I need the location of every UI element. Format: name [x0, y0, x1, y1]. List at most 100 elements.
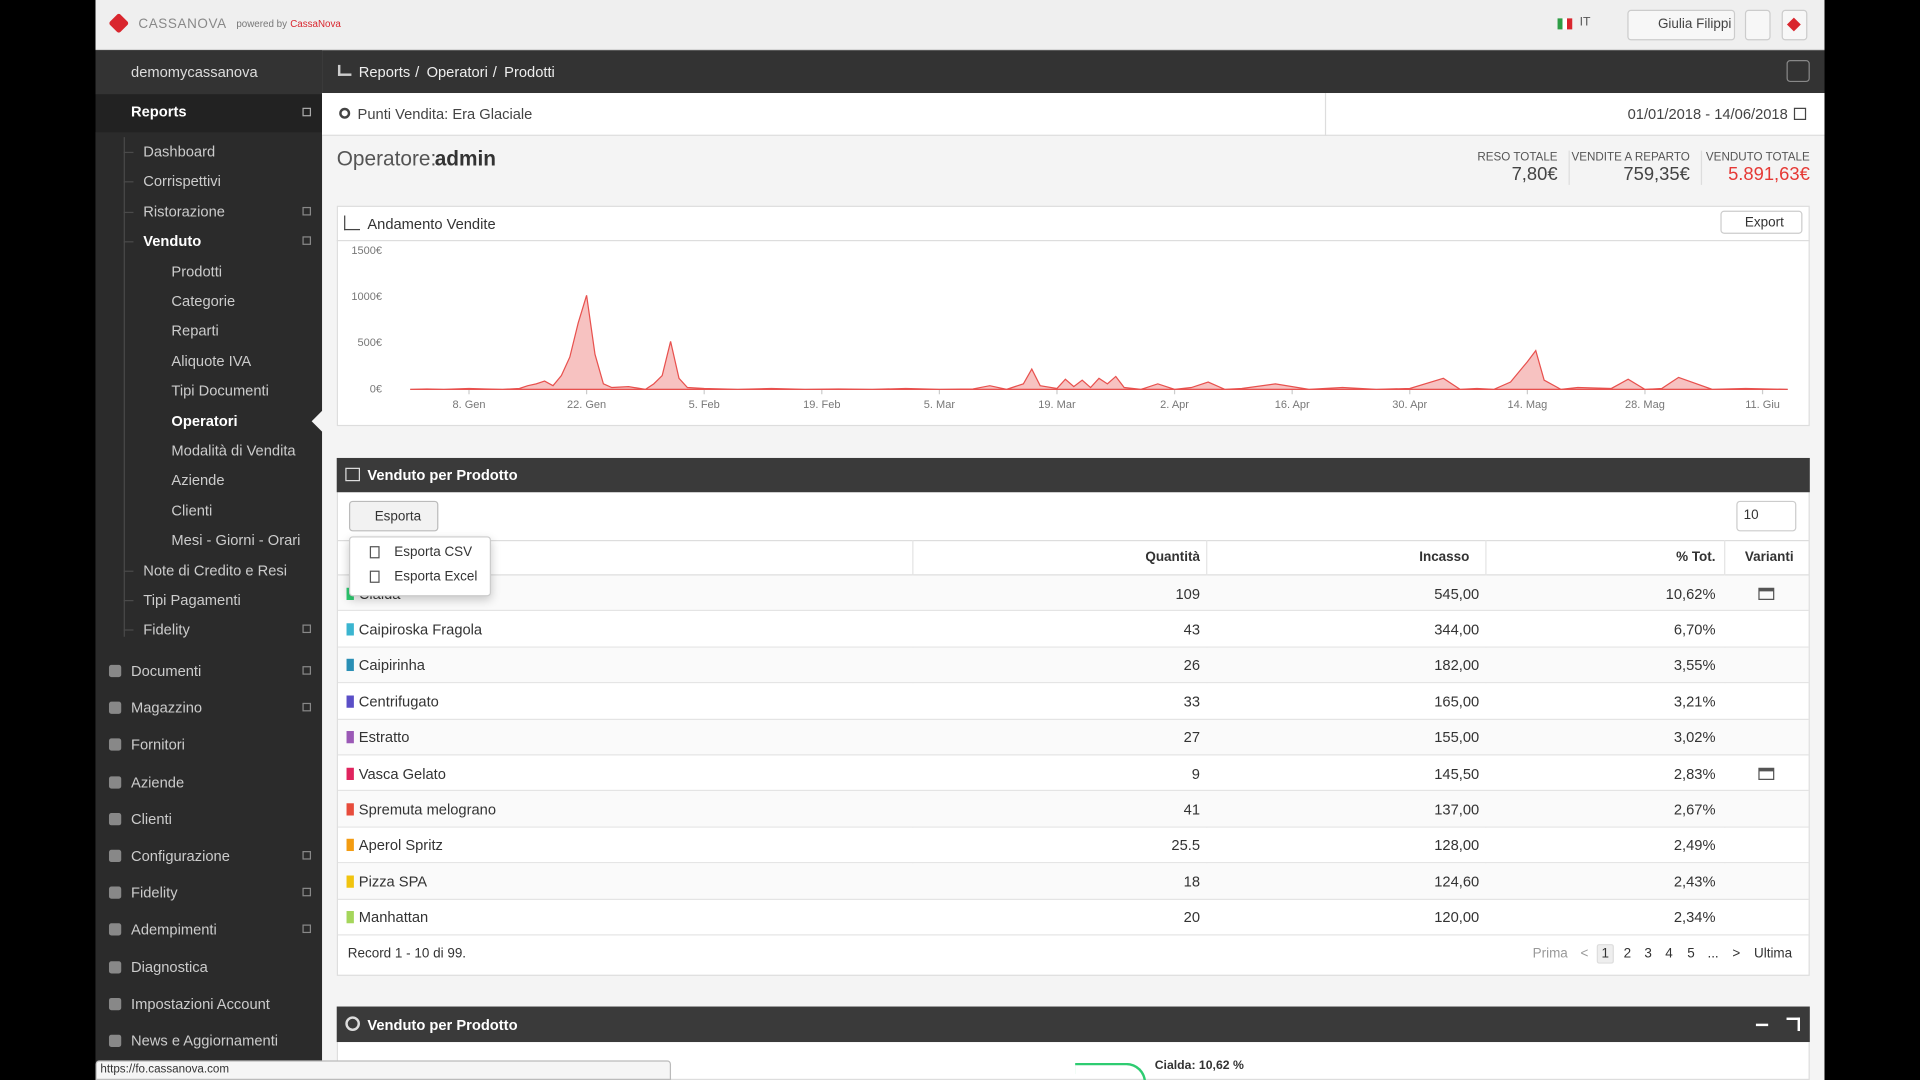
revenue: 145,50	[1434, 764, 1480, 782]
total-label: VENDITE A REPARTO	[1571, 150, 1690, 165]
x-tick-label: 5. Feb	[689, 399, 720, 411]
page-link[interactable]: Prima	[1532, 946, 1568, 962]
sidebar-link[interactable]: Fornitori	[131, 736, 185, 754]
total-value: 5.891,63€	[1728, 164, 1810, 185]
percentage: 3,02%	[1673, 728, 1716, 746]
menu-icon	[108, 997, 122, 1010]
x-tick-label: 28. Mag	[1625, 399, 1665, 411]
sidebar-link[interactable]: Dashboard	[143, 143, 216, 161]
export-option[interactable]: Esporta Excel	[394, 569, 478, 585]
x-tick-label: 14. Mag	[1507, 399, 1547, 411]
esporta-button[interactable]	[348, 500, 439, 532]
page-link[interactable]: ...	[1707, 946, 1719, 962]
sidebar-link[interactable]: Aziende	[171, 471, 225, 490]
sidebar-link[interactable]: Impostazioni Account	[131, 995, 270, 1013]
sidebar-link[interactable]: Aliquote IVA	[171, 352, 252, 370]
page-link[interactable]: Ultima	[1753, 946, 1793, 962]
sidebar-link[interactable]: Reparti	[171, 322, 219, 340]
page-link[interactable]: >	[1732, 946, 1741, 962]
sidebar-link[interactable]: Categorie	[171, 292, 236, 310]
sidebar-link[interactable]: Fidelity	[143, 621, 190, 639]
quantity: 41	[1183, 800, 1200, 818]
user-button[interactable]	[1627, 9, 1736, 41]
column-header[interactable]: Quantità	[1145, 549, 1200, 565]
sidebar-link[interactable]: Aziende	[131, 773, 185, 791]
breadcrumb-item[interactable]: Operatori	[426, 63, 488, 81]
breadcrumb-item[interactable]: Prodotti	[504, 63, 555, 81]
column-header[interactable]: % Tot.	[1676, 549, 1716, 565]
menu-icon	[108, 923, 122, 936]
product-name: Spremuta melograno	[358, 800, 496, 818]
sidebar-link[interactable]: Prodotti	[171, 262, 223, 280]
page-link[interactable]: 3	[1644, 946, 1652, 962]
revenue: 182,00	[1434, 656, 1480, 674]
current-page	[1596, 944, 1614, 964]
page-size-select[interactable]	[1736, 500, 1797, 532]
sidebar-link[interactable]: Diagnostica	[131, 958, 208, 976]
table-row	[337, 575, 1809, 612]
product-name: Aperol Spritz	[358, 836, 443, 854]
variants-icon[interactable]	[1758, 587, 1775, 600]
sidebar-link[interactable]: Corrispettivi	[143, 173, 221, 191]
sidebar-link[interactable]: Modalità di Vendita	[171, 442, 296, 460]
table-row	[337, 611, 1809, 648]
x-tick-label: 16. Apr	[1275, 399, 1310, 411]
sidebar-link[interactable]: Clienti	[171, 501, 213, 519]
language[interactable]: IT	[1579, 15, 1591, 30]
export-label[interactable]: Export	[1744, 215, 1784, 231]
table-row	[337, 755, 1809, 792]
total-label: VENDUTO TOTALE	[1705, 150, 1810, 165]
expand-button[interactable]	[1786, 1017, 1800, 1032]
sidebar-link[interactable]: Clienti	[131, 810, 172, 828]
expand-icon	[302, 703, 312, 712]
product-name: Vasca Gelato	[358, 764, 446, 782]
pie-header-bar	[336, 1006, 1810, 1043]
sidebar-link[interactable]: Mesi - Giorni - Orari	[171, 531, 301, 549]
page-link[interactable]: 5	[1687, 946, 1695, 962]
sidebar-link[interactable]: Note di Credito e Resi	[143, 561, 288, 579]
esporta-label[interactable]: Esporta	[374, 509, 422, 525]
sidebar	[95, 50, 323, 1080]
sidebar-link[interactable]: Configurazione	[131, 847, 230, 865]
refresh-button[interactable]	[1786, 60, 1810, 83]
breadcrumb-separator: /	[492, 63, 497, 81]
sidebar-link[interactable]: Operatori	[171, 412, 238, 430]
sidebar-link[interactable]: Adempimenti	[131, 921, 217, 939]
sidebar-link[interactable]: Tipi Documenti	[171, 382, 269, 400]
sidebar-link[interactable]: Documenti	[131, 662, 202, 680]
percentage: 6,70%	[1673, 620, 1716, 638]
tree-branch	[123, 600, 134, 602]
export-option[interactable]: Esporta CSV	[394, 544, 473, 560]
page-link[interactable]: 1	[1601, 946, 1610, 962]
sidebar-link[interactable]: Ristorazione	[143, 203, 225, 221]
menu-icon	[108, 886, 122, 900]
breadcrumb-item[interactable]: Reports	[358, 63, 411, 81]
account[interactable]: demomycassanova	[131, 63, 258, 81]
sidebar-link[interactable]: Tipi Pagamenti	[143, 591, 241, 609]
search-icon	[339, 107, 351, 119]
product-name: Caipiroska Fragola	[358, 620, 483, 638]
reports-label[interactable]: Reports	[131, 102, 187, 120]
variants-icon[interactable]	[1758, 767, 1775, 780]
page-link[interactable]: 2	[1623, 946, 1632, 962]
sidebar-link[interactable]: Magazzino	[131, 699, 203, 717]
column-header[interactable]: Incasso	[1419, 549, 1470, 565]
user-name[interactable]: Giulia Filippi	[1657, 17, 1732, 32]
menu-icon	[108, 849, 122, 863]
sidebar-link[interactable]: News e Aggiornamenti	[131, 1032, 279, 1050]
file-icon	[369, 546, 380, 559]
minimize-button[interactable]	[1755, 1023, 1769, 1027]
pie-title: Venduto per Prodotto	[367, 1016, 518, 1034]
date-range[interactable]: 01/01/2018 - 14/06/2018	[1627, 105, 1788, 123]
status-url: https://fo.cassanova.com	[100, 1062, 230, 1077]
sidebar-link[interactable]: Fidelity	[131, 884, 178, 902]
export-button[interactable]	[1720, 210, 1803, 234]
page-link[interactable]: <	[1580, 946, 1589, 962]
logout-button[interactable]	[1744, 9, 1771, 41]
sidebar-link[interactable]: Venduto	[143, 232, 202, 251]
search-filter[interactable]: Punti Vendita: Era Glaciale	[357, 105, 533, 123]
tree-branch	[123, 570, 134, 572]
product-flag	[346, 623, 354, 636]
page-link[interactable]: 4	[1665, 946, 1673, 962]
page-size[interactable]: 10	[1743, 508, 1759, 523]
